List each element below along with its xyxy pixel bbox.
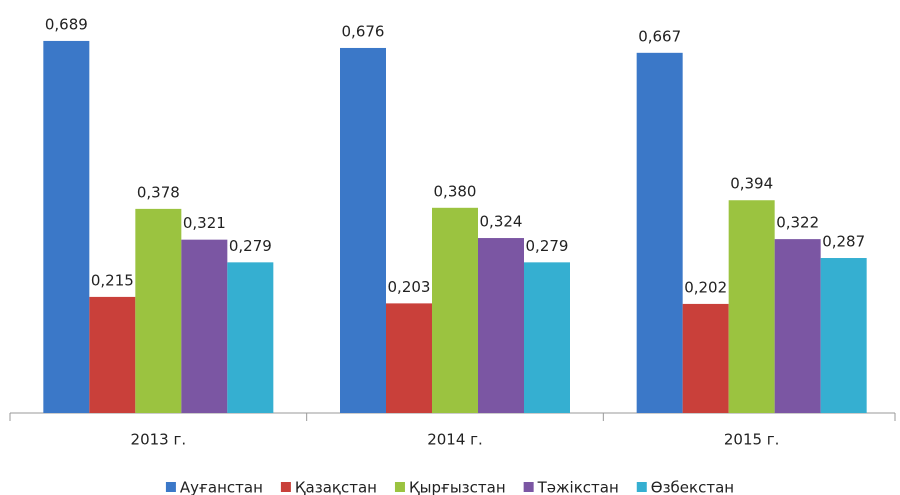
bar [227, 262, 274, 413]
legend-label: Ауғанстан [180, 479, 263, 495]
data-label: 0,279 [526, 237, 569, 255]
legend-swatch [280, 482, 291, 492]
data-label: 0,202 [684, 278, 727, 296]
x-tick-label: 2015 г. [724, 431, 780, 449]
data-label: 0,378 [137, 183, 180, 201]
data-label: 0,394 [730, 175, 773, 193]
legend-swatch [165, 482, 176, 492]
bar [181, 239, 228, 413]
bar [636, 52, 683, 413]
data-label: 0,287 [822, 233, 865, 251]
bar [820, 258, 867, 413]
data-label: 0,667 [638, 27, 681, 45]
bar [478, 238, 524, 413]
bar [774, 239, 821, 413]
bar [340, 47, 386, 414]
data-label: 0,676 [342, 22, 385, 40]
bar [682, 303, 729, 413]
data-label: 0,215 [91, 271, 134, 289]
legend-swatch [636, 482, 647, 492]
data-label: 0,321 [183, 214, 226, 232]
legend-swatch [394, 482, 405, 492]
data-label: 0,203 [388, 278, 431, 296]
data-label: 0,689 [45, 15, 88, 33]
x-tick-label: 2014 г. [427, 431, 483, 449]
bar [43, 40, 90, 413]
bar [89, 296, 136, 413]
bar [524, 262, 570, 413]
data-label: 0,279 [229, 237, 272, 255]
bar [386, 303, 432, 413]
legend-label: Қырғызстан [409, 479, 506, 495]
legend-label: Тәжікстан [537, 479, 619, 495]
legend-label: Өзбекстан [651, 479, 734, 495]
data-label: 0,380 [434, 182, 477, 200]
legend-label: Қазақстан [295, 479, 377, 495]
legend-swatch [523, 482, 534, 492]
x-tick-label: 2013 г. [131, 431, 187, 449]
bar [135, 208, 182, 413]
data-label: 0,322 [776, 214, 819, 232]
data-label: 0,324 [480, 213, 523, 231]
bar [432, 207, 478, 413]
bar [728, 200, 775, 413]
